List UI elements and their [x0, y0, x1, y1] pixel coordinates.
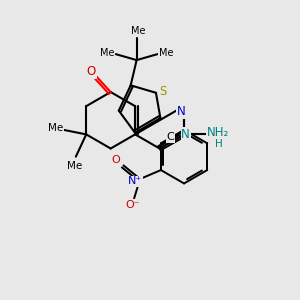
- Text: Me: Me: [100, 48, 114, 58]
- Text: Me: Me: [159, 48, 174, 58]
- Text: S: S: [159, 85, 166, 98]
- Text: Me: Me: [131, 26, 146, 36]
- Text: O: O: [87, 65, 96, 78]
- Text: C: C: [167, 132, 175, 142]
- Text: N: N: [182, 128, 190, 141]
- Text: Me: Me: [67, 161, 82, 171]
- Text: N: N: [177, 105, 186, 118]
- Text: O: O: [111, 155, 120, 165]
- Text: Me: Me: [48, 124, 63, 134]
- Text: N⁺: N⁺: [128, 176, 142, 186]
- Text: NH₂: NH₂: [207, 126, 230, 140]
- Text: H: H: [215, 139, 223, 149]
- Text: O⁻: O⁻: [125, 200, 140, 210]
